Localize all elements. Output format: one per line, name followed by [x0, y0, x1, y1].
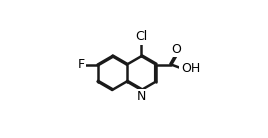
Text: O: O: [172, 43, 181, 56]
Text: Cl: Cl: [135, 30, 148, 43]
Text: N: N: [137, 90, 146, 103]
Text: F: F: [78, 58, 85, 71]
Text: OH: OH: [181, 62, 200, 75]
